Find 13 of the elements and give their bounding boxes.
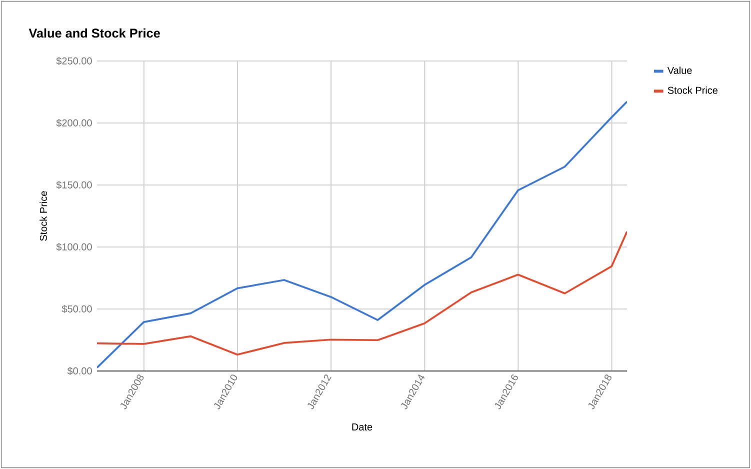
x-axis-title: Date bbox=[352, 424, 372, 431]
y-tick-label: $50.00 bbox=[62, 304, 92, 314]
y-axis-title: Stock Price bbox=[40, 191, 47, 241]
y-tick-label: $200.00 bbox=[56, 118, 92, 128]
y-tick-label: $100.00 bbox=[56, 242, 92, 252]
line-series bbox=[97, 230, 628, 356]
y-tick-label: $250.00 bbox=[56, 56, 92, 66]
y-tick-label: $150.00 bbox=[56, 180, 92, 190]
legend-label: Stock Price bbox=[668, 86, 718, 94]
legend-label: Value bbox=[667, 66, 692, 74]
chart-title: Value and Stock Price bbox=[28, 28, 160, 38]
line-series bbox=[97, 100, 628, 369]
y-tick-label: $0.00 bbox=[67, 366, 92, 376]
